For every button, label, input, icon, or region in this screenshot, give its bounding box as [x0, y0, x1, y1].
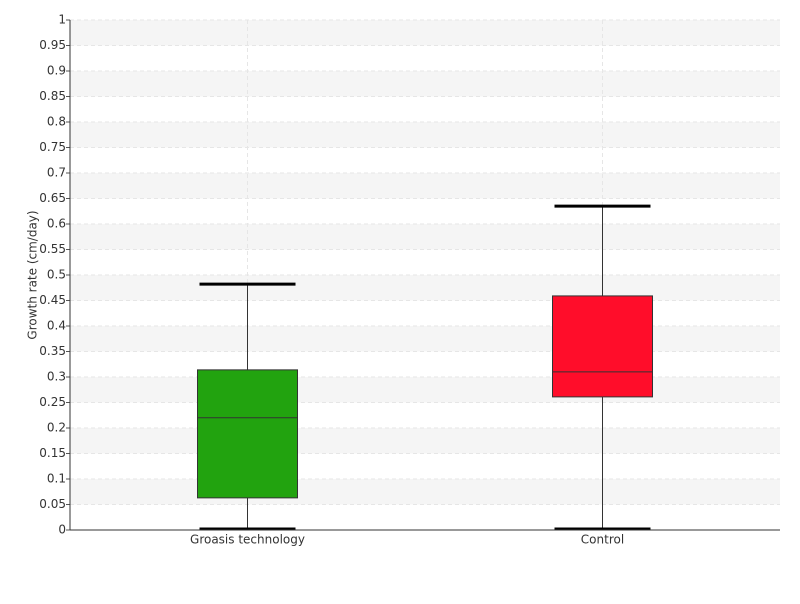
grid-band: [70, 428, 780, 454]
y-tick-label: 0.5: [47, 268, 66, 282]
y-tick-label: 0.45: [39, 293, 66, 307]
y-tick-label: 0.75: [39, 140, 66, 154]
grid-band: [70, 275, 780, 301]
y-tick-label: 0.8: [47, 115, 66, 129]
grid-band: [70, 173, 780, 199]
grid-band: [70, 20, 780, 46]
y-tick-label: 0.7: [47, 166, 66, 180]
y-tick-label: 0.85: [39, 89, 66, 103]
box: [197, 369, 298, 499]
y-tick-label: 0.3: [47, 370, 66, 384]
grid-band: [70, 377, 780, 403]
y-axis-label: Growth rate (cm/day): [26, 210, 40, 339]
box: [552, 295, 653, 398]
y-tick-label: 0.2: [47, 421, 66, 435]
y-tick-label: 0.35: [39, 344, 66, 358]
y-tick-label: 0.6: [47, 217, 66, 231]
y-tick-label: 0.9: [47, 64, 66, 78]
y-tick-label: 0.25: [39, 395, 66, 409]
grid-band: [70, 224, 780, 250]
y-tick-label: 0: [58, 523, 66, 537]
y-tick-label: 0.15: [39, 446, 66, 460]
grid-band: [70, 326, 780, 352]
y-tick-label: 0.95: [39, 38, 66, 52]
y-tick-label: 0.4: [47, 319, 66, 333]
x-tick-label: Control: [581, 533, 624, 547]
y-tick-label: 0.1: [47, 472, 66, 486]
y-tick-label: 0.05: [39, 497, 66, 511]
grid-band: [70, 71, 780, 97]
y-tick-label: 0.55: [39, 242, 66, 256]
grid-band: [70, 479, 780, 505]
y-tick-label: 1: [58, 13, 66, 27]
grid-band: [70, 122, 780, 148]
y-tick-label: 0.65: [39, 191, 66, 205]
x-tick-label: Groasis technology: [190, 533, 305, 547]
